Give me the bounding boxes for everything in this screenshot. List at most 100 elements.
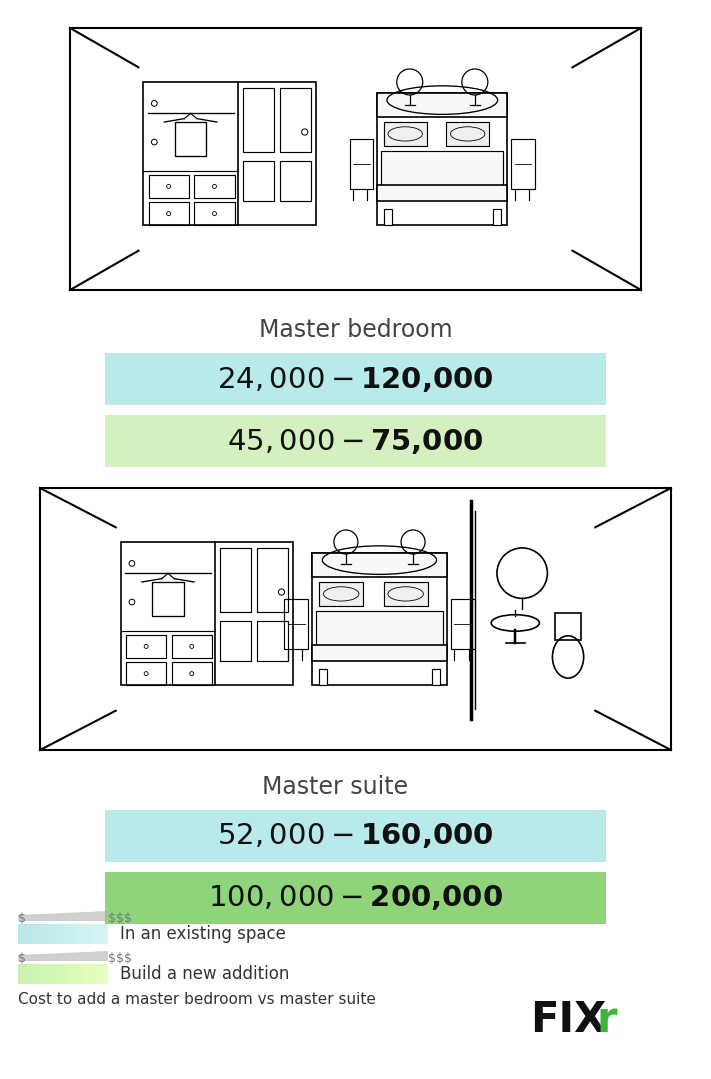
Bar: [96, 924, 97, 944]
Bar: [21, 924, 22, 944]
Bar: [105, 924, 106, 944]
Bar: [106, 964, 107, 984]
Bar: [78, 964, 79, 984]
Bar: [220, 620, 251, 660]
Bar: [66, 924, 67, 944]
Text: Master suite: Master suite: [262, 775, 409, 800]
Bar: [46, 964, 47, 984]
Bar: [194, 175, 235, 197]
Bar: [127, 663, 166, 685]
Bar: [61, 964, 62, 984]
Bar: [35, 964, 36, 984]
Bar: [89, 924, 90, 944]
Bar: [30, 964, 31, 984]
Text: $: $: [18, 912, 26, 925]
Bar: [49, 964, 50, 984]
Bar: [40, 924, 41, 944]
Bar: [243, 87, 274, 152]
Text: $100,000 - $200,000: $100,000 - $200,000: [208, 884, 503, 913]
Bar: [52, 924, 53, 944]
Text: $45,000 - $75,000: $45,000 - $75,000: [228, 426, 483, 455]
Bar: [73, 924, 74, 944]
Bar: [22, 924, 23, 944]
Bar: [27, 924, 28, 944]
Bar: [54, 924, 55, 944]
Bar: [26, 964, 27, 984]
Text: In an existing space: In an existing space: [120, 925, 286, 943]
Bar: [87, 964, 88, 984]
Text: $$$: $$$: [108, 952, 132, 965]
Bar: [23, 924, 24, 944]
Bar: [37, 924, 38, 944]
Bar: [35, 924, 36, 944]
Bar: [102, 964, 103, 984]
Bar: [243, 161, 274, 201]
Text: Master bedroom: Master bedroom: [259, 318, 452, 342]
Bar: [96, 964, 97, 984]
Bar: [44, 964, 45, 984]
Bar: [32, 964, 33, 984]
Bar: [64, 924, 65, 944]
Bar: [152, 582, 183, 616]
Bar: [80, 924, 81, 944]
Bar: [91, 924, 92, 944]
Bar: [378, 186, 508, 202]
Bar: [62, 964, 63, 984]
Bar: [33, 964, 34, 984]
Bar: [95, 964, 96, 984]
Bar: [37, 964, 38, 984]
Bar: [47, 964, 48, 984]
Bar: [51, 924, 52, 944]
Bar: [86, 964, 87, 984]
Bar: [220, 548, 251, 612]
Text: Build a new addition: Build a new addition: [120, 965, 289, 983]
Bar: [85, 924, 86, 944]
Bar: [53, 964, 54, 984]
Bar: [98, 924, 99, 944]
Bar: [100, 924, 101, 944]
Bar: [75, 964, 76, 984]
Bar: [104, 924, 105, 944]
Bar: [284, 599, 309, 650]
Bar: [20, 924, 21, 944]
Bar: [105, 964, 106, 984]
Bar: [25, 964, 26, 984]
Bar: [71, 964, 72, 984]
Bar: [77, 964, 78, 984]
Bar: [41, 964, 42, 984]
Bar: [149, 202, 188, 226]
Bar: [59, 964, 60, 984]
Bar: [36, 964, 37, 984]
Bar: [58, 924, 59, 944]
Bar: [104, 964, 105, 984]
Bar: [312, 552, 447, 685]
Bar: [18, 964, 19, 984]
Bar: [62, 924, 63, 944]
Bar: [23, 964, 24, 984]
Bar: [81, 924, 82, 944]
Bar: [319, 582, 363, 605]
Bar: [105, 872, 606, 924]
Bar: [53, 924, 54, 944]
Bar: [30, 924, 31, 944]
Bar: [99, 924, 100, 944]
Bar: [59, 924, 60, 944]
Bar: [381, 151, 503, 188]
Bar: [67, 924, 68, 944]
Bar: [103, 924, 104, 944]
Bar: [21, 964, 22, 984]
Bar: [54, 964, 55, 984]
Bar: [63, 964, 64, 984]
Bar: [97, 924, 98, 944]
Bar: [50, 924, 51, 944]
Bar: [20, 964, 21, 984]
Bar: [107, 964, 108, 984]
Bar: [86, 924, 87, 944]
Bar: [71, 924, 72, 944]
Bar: [55, 924, 56, 944]
Polygon shape: [18, 911, 108, 921]
Bar: [56, 924, 57, 944]
Bar: [32, 924, 33, 944]
Bar: [87, 924, 88, 944]
Bar: [74, 924, 75, 944]
